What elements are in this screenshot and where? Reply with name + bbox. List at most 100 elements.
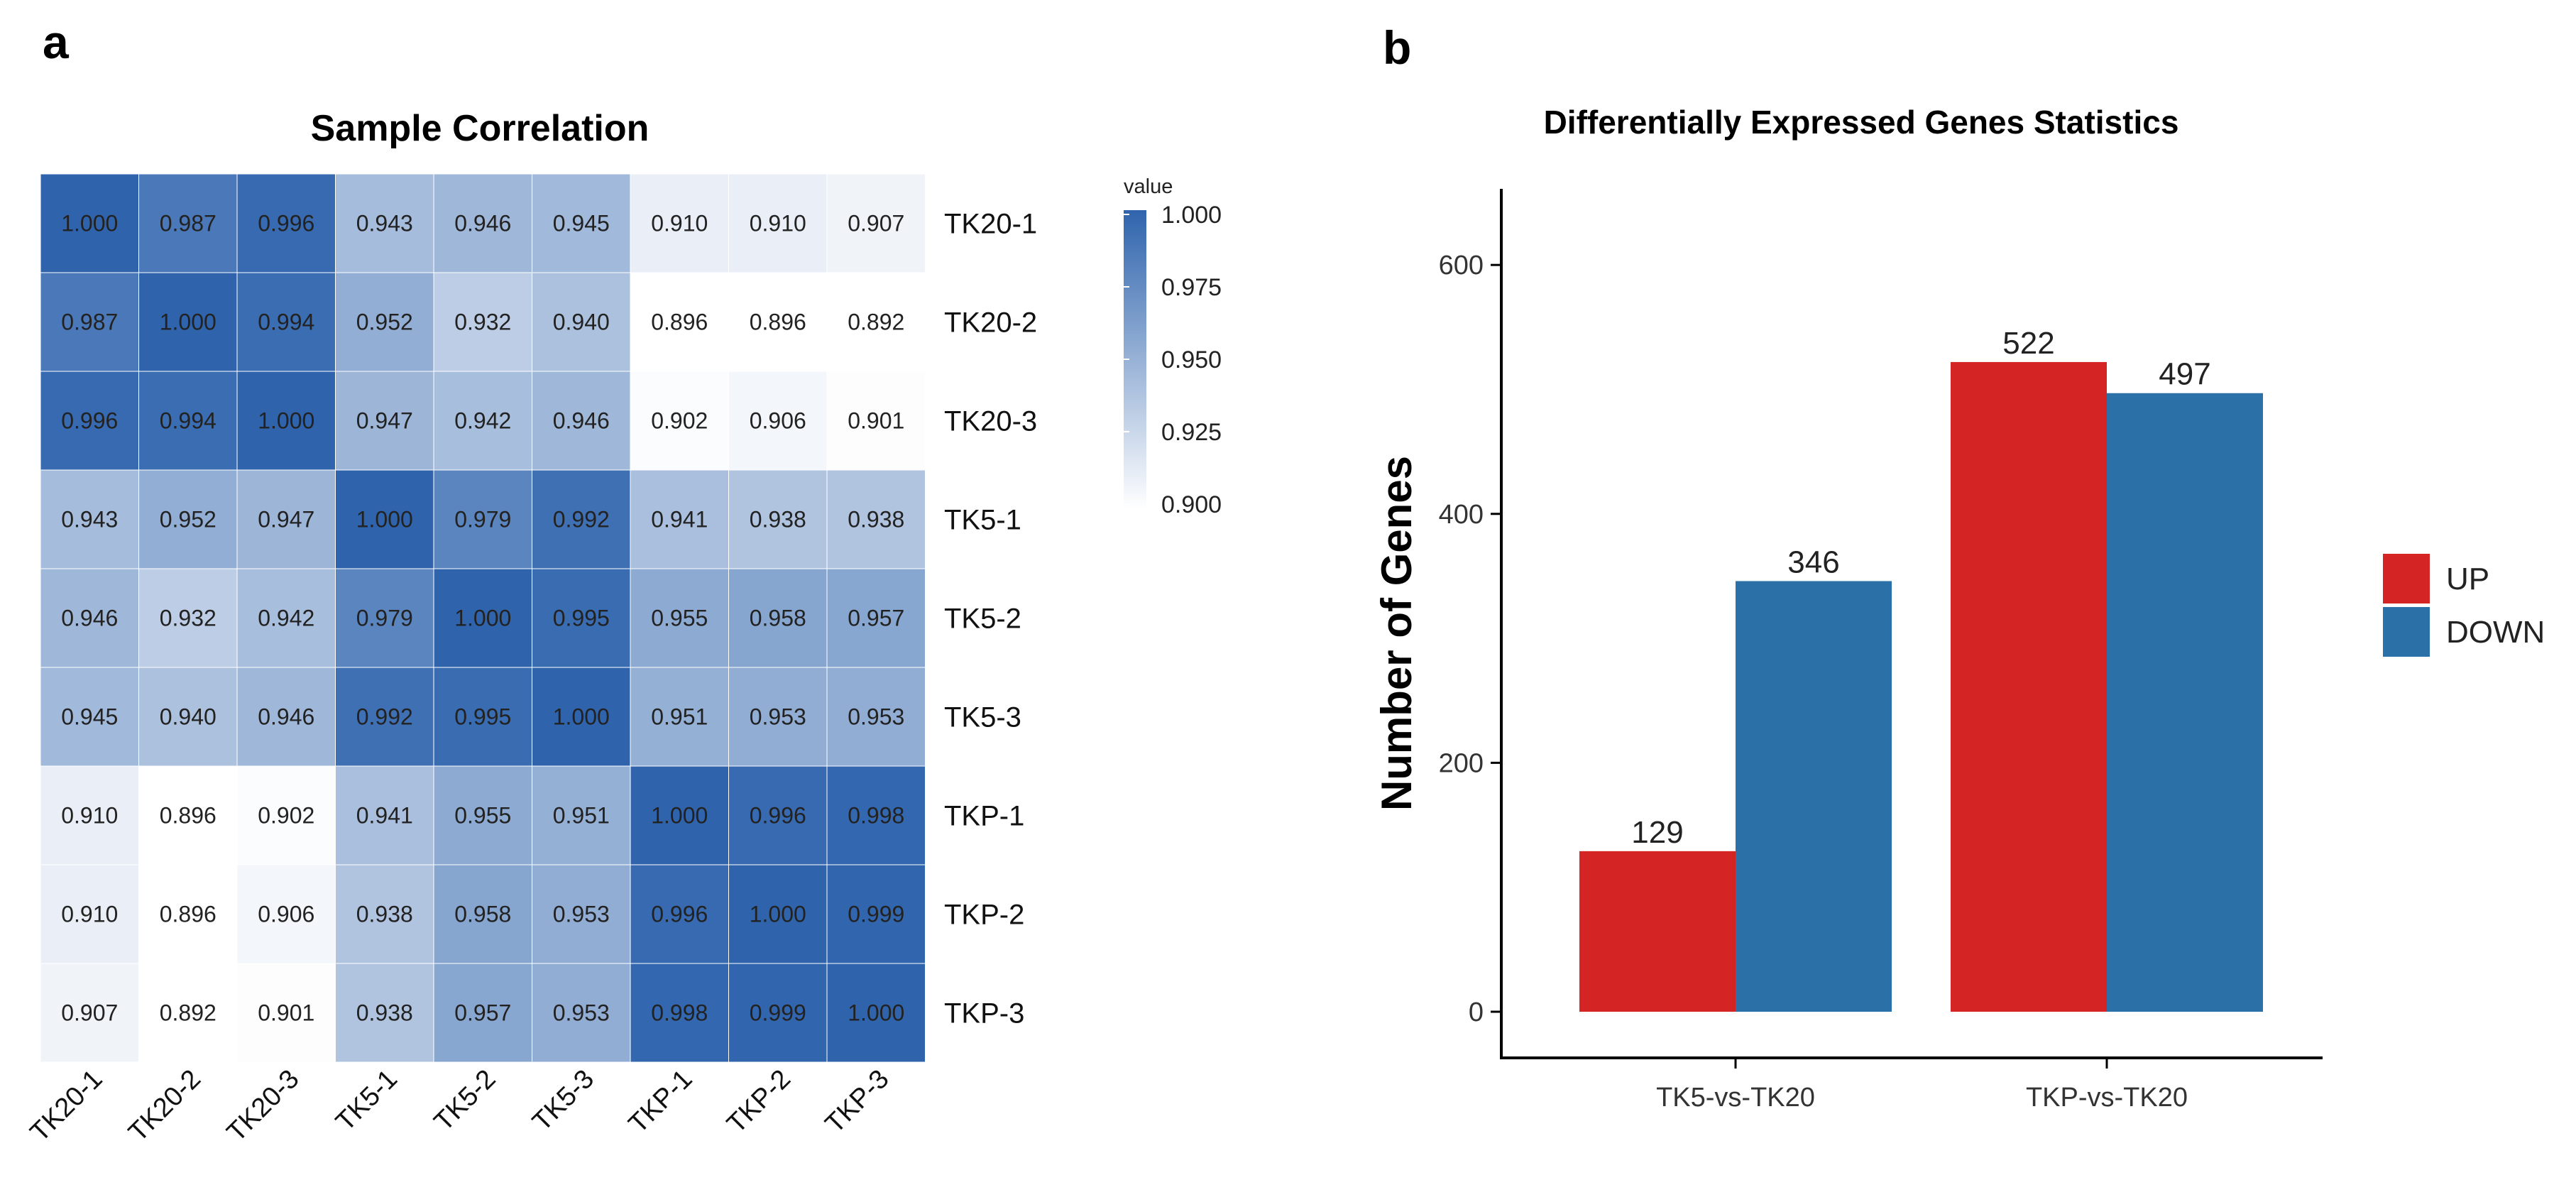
heatmap-cell-value: 0.996 (258, 211, 314, 236)
heatmap-cell (433, 963, 532, 1063)
heatmap-cell-value: 0.941 (651, 507, 708, 532)
heatmap-cell (728, 864, 828, 964)
heatmap-cell-value: 0.945 (553, 211, 610, 236)
heatmap-cell-value: 0.953 (848, 704, 904, 730)
heatmap-cell-value: 1.000 (61, 211, 118, 236)
heatmap-cell (40, 667, 139, 767)
heatmap-cell (532, 864, 631, 964)
heatmap-column-label: TKP-2 (721, 1064, 796, 1140)
heatmap-cell (40, 963, 139, 1063)
heatmap-cell-value: 0.910 (750, 211, 806, 236)
heatmap-cell (826, 272, 926, 372)
heatmap-cell-value: 0.951 (651, 704, 708, 730)
heatmap-cell (532, 568, 631, 668)
bar-value-label: 497 (2159, 357, 2210, 392)
heatmap-cell-value: 0.896 (160, 902, 217, 927)
heatmap-chart: Sample Correlation 1.000 0.987 0.996 0.943 0… (25, 108, 1222, 1147)
heatmap-cell-value: 0.945 (61, 704, 118, 730)
heatmap-cell (728, 469, 828, 569)
heatmap-cell (630, 765, 729, 865)
heatmap-cell-value: 0.987 (61, 310, 118, 335)
heatmap-cell-value: 0.910 (61, 803, 118, 829)
heatmap-cell-value: 0.999 (848, 902, 904, 927)
heatmap-cell (40, 173, 139, 273)
heatmap-cell (532, 667, 631, 767)
heatmap-column-label: TKP-1 (623, 1064, 698, 1140)
heatmap-cell-value: 1.000 (258, 408, 314, 434)
heatmap-cell-value: 0.942 (258, 606, 314, 631)
heatmap-cell-value: 0.940 (553, 310, 610, 335)
heatmap-cell-value: 0.996 (61, 408, 118, 434)
heatmap-row-label: TK5-2 (944, 603, 1021, 635)
heatmap-cell-value: 0.896 (750, 310, 806, 335)
heatmap-cell (138, 765, 238, 865)
bar-down (1736, 581, 1892, 1012)
heatmap-cell (630, 469, 729, 569)
heatmap-cell-value: 0.906 (750, 408, 806, 434)
heatmap-cell-value: 0.994 (258, 310, 314, 335)
y-axis-label: Number of Genes (1373, 456, 1420, 811)
panel-label-a: a (43, 16, 70, 68)
heatmap-cell-value: 0.953 (553, 902, 610, 927)
heatmap-cell (138, 963, 238, 1063)
heatmap-cell-value: 1.000 (848, 1000, 904, 1026)
heatmap-cell-value: 0.938 (356, 902, 413, 927)
heatmap-cell-value: 0.910 (61, 902, 118, 927)
heatmap-cell (532, 173, 631, 273)
heatmap-column-label: TK5-3 (527, 1064, 600, 1137)
heatmap-cell-value: 0.979 (356, 606, 413, 631)
heatmap-cell-value: 0.938 (750, 507, 806, 532)
heatmap-cell-value: 0.892 (160, 1000, 217, 1026)
heatmap-row-label: TK5-3 (944, 702, 1021, 733)
heatmap-cell (433, 272, 532, 372)
heatmap-cell-value: 0.910 (651, 211, 708, 236)
heatmap-cell-value: 0.947 (356, 408, 413, 434)
x-tick-label: TK5-vs-TK20 (1656, 1083, 1815, 1113)
heatmap-cell-value: 0.892 (848, 310, 904, 335)
heatmap-cell-value: 1.000 (750, 902, 806, 927)
heatmap-cell (630, 963, 729, 1063)
heatmap-cell-value: 0.998 (651, 1000, 708, 1026)
legend-label-down: DOWN (2446, 615, 2545, 650)
heatmap-cell (236, 864, 336, 964)
bar-value-label: 522 (2002, 326, 2054, 361)
heatmap-cell (728, 173, 828, 273)
heatmap-cell (335, 864, 434, 964)
heatmap-cell-value: 0.955 (651, 606, 708, 631)
bar-legend: UP DOWN (2383, 554, 2545, 657)
heatmap-cell-value: 0.896 (651, 310, 708, 335)
heatmap-cell (728, 667, 828, 767)
heatmap-cell (630, 568, 729, 668)
heatmap-column-label: TK20-3 (221, 1064, 305, 1148)
heatmap-row-label: TK20-2 (944, 307, 1037, 339)
heatmap-cell-value: 1.000 (553, 704, 610, 730)
heatmap-cell (532, 272, 631, 372)
heatmap-cell-value: 0.947 (258, 507, 314, 532)
heatmap-cell-value: 0.942 (454, 408, 511, 434)
heatmap-cell-value: 0.953 (750, 704, 806, 730)
heatmap-cell-value: 0.957 (454, 1000, 511, 1026)
heatmap-row-labels: TK20-1 TK20-2 TK20-3 TK5-1 TK5-2 TK5-3 TKP-1 TK… (944, 209, 1037, 1029)
heatmap-cell (236, 963, 336, 1063)
heatmap-column-labels: TK20-1 TK20-2 TK20-3 TK5-1 TK5-2 TK5-3 TKP-1 TK… (25, 1064, 895, 1148)
heatmap-cell-value: 0.996 (651, 902, 708, 927)
heatmap-cell-value: 0.932 (160, 606, 217, 631)
heatmap-cell-value: 0.987 (160, 211, 217, 236)
x-axis-ticks: TK5-vs-TK20 TKP-vs-TK20 (1656, 1058, 2188, 1113)
heatmap-cell (335, 667, 434, 767)
heatmap-cell (138, 371, 238, 471)
heatmap-cell (335, 469, 434, 569)
legend-swatch-up (2383, 554, 2430, 603)
heatmap-cell (826, 469, 926, 569)
bar-value-label: 346 (1787, 545, 1839, 579)
heatmap-cell (335, 963, 434, 1063)
heatmap-cell-value: 0.951 (553, 803, 610, 829)
heatmap-cell-value: 0.943 (356, 211, 413, 236)
y-tick-label: 200 (1439, 748, 1484, 778)
heatmap-row-label: TKP-1 (944, 801, 1024, 832)
heatmap-column-label: TK20-1 (25, 1064, 109, 1148)
heatmap-cell-value: 0.907 (61, 1000, 118, 1026)
heatmap-cell (433, 667, 532, 767)
heatmap-cell-value: 0.940 (160, 704, 217, 730)
heatmap-cell-value: 0.994 (160, 408, 217, 434)
